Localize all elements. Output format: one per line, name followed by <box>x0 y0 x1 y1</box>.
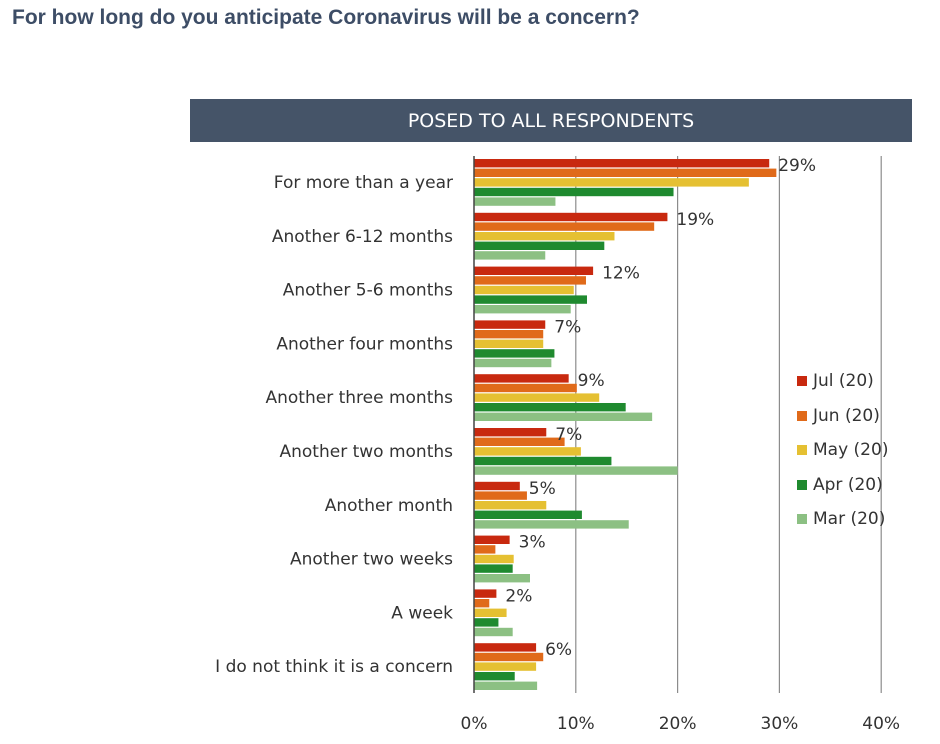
bar-may <box>474 662 537 671</box>
category-label: Another 6-12 months <box>272 227 453 247</box>
bar-may <box>474 285 574 295</box>
bar-jul <box>474 643 537 652</box>
bar-mar <box>474 520 629 529</box>
data-label: 12% <box>602 264 640 284</box>
bar-jul <box>474 320 546 329</box>
bar-mar <box>474 627 513 637</box>
bar-apr <box>474 672 515 681</box>
bar-jul <box>474 212 668 222</box>
legend-label: Mar (20) <box>813 509 886 530</box>
data-label: 19% <box>676 210 714 230</box>
bar-jul <box>474 266 594 275</box>
x-tick-label: 40% <box>862 714 900 734</box>
data-label: 9% <box>578 371 605 391</box>
bar-mar <box>474 305 571 314</box>
data-label: 7% <box>555 425 582 445</box>
chart-legend: Jul (20) Jun (20) May (20) Apr (20) Mar (20) <box>797 364 888 537</box>
bar-mar <box>474 412 653 421</box>
x-tick-label: 20% <box>659 714 697 734</box>
bar-jun <box>474 383 577 393</box>
data-label: 7% <box>554 317 581 337</box>
bar-jul <box>474 428 547 437</box>
legend-item: May (20) <box>797 433 888 468</box>
bar-mar <box>474 358 552 368</box>
bar-jun <box>474 276 586 285</box>
bar-mar <box>474 251 546 260</box>
bar-apr <box>474 564 513 573</box>
x-tick-label: 10% <box>557 714 595 734</box>
legend-swatch <box>797 445 807 456</box>
bar-may <box>474 554 514 564</box>
category-label: Another month <box>325 496 453 516</box>
category-label: Another three months <box>265 388 453 408</box>
bar-jun <box>474 652 544 662</box>
bar-jun <box>474 222 655 231</box>
legend-item: Jul (20) <box>797 364 888 399</box>
legend-item: Mar (20) <box>797 502 888 537</box>
category-label: For more than a year <box>274 173 453 193</box>
data-label: 2% <box>505 586 532 606</box>
banner-label: POSED TO ALL RESPONDENTS <box>407 109 695 132</box>
bar-apr <box>474 349 555 358</box>
bar-may <box>474 339 544 348</box>
bar-mar <box>474 681 538 690</box>
bar-may <box>474 393 600 402</box>
bar-jun <box>474 168 777 177</box>
bar-jun <box>474 437 565 446</box>
page-title: For how long do you anticipate Coronavir… <box>12 6 640 29</box>
data-label: 5% <box>529 479 556 499</box>
category-label: I do not think it is a concern <box>215 657 453 677</box>
bar-mar <box>474 574 530 583</box>
bar-jul <box>474 159 770 168</box>
bar-jul <box>474 535 510 544</box>
category-label: Another 5-6 months <box>283 281 453 301</box>
bar-jul <box>474 589 497 598</box>
respondents-banner: POSED TO ALL RESPONDENTS <box>190 99 912 142</box>
category-label: Another two weeks <box>290 550 453 570</box>
legend-swatch <box>797 376 807 387</box>
legend-label: May (20) <box>813 440 889 461</box>
data-label: 6% <box>545 640 572 660</box>
bar-apr <box>474 510 582 519</box>
bar-mar <box>474 197 556 206</box>
bar-jun <box>474 330 544 339</box>
bar-jun <box>474 491 527 500</box>
bar-may <box>474 447 581 456</box>
bar-apr <box>474 241 605 250</box>
bar-apr <box>474 618 499 627</box>
category-label: Another two months <box>279 442 453 462</box>
bar-jun <box>474 545 496 554</box>
legend-item: Jun (20) <box>797 399 888 434</box>
legend-swatch <box>797 514 807 525</box>
bar-apr <box>474 295 587 304</box>
bar-mar <box>474 466 678 475</box>
bar-apr <box>474 403 626 412</box>
legend-item: Apr (20) <box>797 468 888 503</box>
data-label: 29% <box>778 156 816 176</box>
x-tick-label: 0% <box>461 714 488 734</box>
bar-apr <box>474 456 612 466</box>
x-tick-label: 30% <box>761 714 799 734</box>
legend-swatch <box>797 479 807 490</box>
legend-label: Jun (20) <box>813 405 880 426</box>
legend-label: Jul (20) <box>813 371 874 392</box>
data-label: 3% <box>519 533 546 553</box>
bar-jul <box>474 481 520 491</box>
bar-may <box>474 232 615 241</box>
category-label: A week <box>391 603 453 623</box>
bar-apr <box>474 187 674 197</box>
bar-jun <box>474 599 490 608</box>
bar-jul <box>474 374 569 383</box>
legend-label: Apr (20) <box>813 474 883 495</box>
bar-may <box>474 178 749 187</box>
legend-swatch <box>797 410 807 421</box>
bar-may <box>474 501 547 510</box>
bar-may <box>474 608 507 617</box>
category-label: Another four months <box>276 334 453 354</box>
